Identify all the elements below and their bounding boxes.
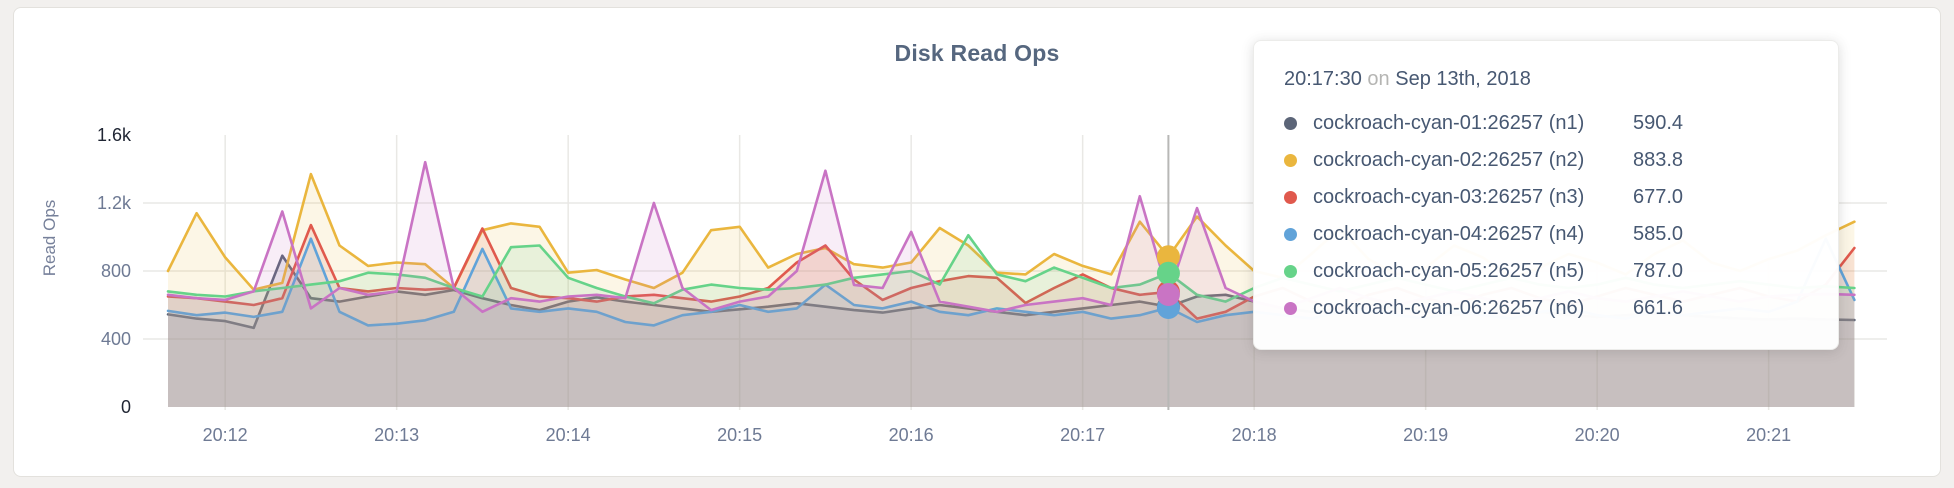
y-tick-label: 800 [101,261,131,281]
hover-dot-n5 [1156,261,1180,285]
series-area-n1 [168,255,1855,407]
tooltip-series-value: 590.4 [1633,112,1684,134]
tooltip-series-label: cockroach-cyan-01:26257 (n1) [1313,112,1585,134]
chart-title: Disk Read Ops [894,40,1060,66]
tooltip-series-value: 661.6 [1633,297,1684,319]
series-dot-icon [1284,191,1297,204]
tooltip-series-label: cockroach-cyan-02:26257 (n2) [1313,149,1585,171]
tooltip-series-value: 677.0 [1633,186,1684,208]
x-tick-label: 20:17 [1060,425,1105,445]
tooltip-series-value: 883.8 [1633,149,1684,171]
hover-dot-n2 [1156,245,1180,269]
tooltip-date: Sep 13th, 2018 [1395,68,1531,90]
x-tick-label: 20:19 [1403,425,1448,445]
series-area-n5 [168,235,1855,407]
hover-dot-n6 [1156,283,1180,307]
y-tick-label: 1.2k [97,193,132,213]
tooltip-row: cockroach-cyan-03:26257 (n3) 677.0 [1284,179,1808,216]
series-dot-icon [1284,228,1297,241]
tooltip-time: 20:17:30 [1284,68,1362,90]
tooltip-rows: cockroach-cyan-01:26257 (n1) 590.4 cockroa… [1284,105,1808,327]
tooltip-row: cockroach-cyan-04:26257 (n4) 585.0 [1284,216,1808,253]
x-tick-label: 20:14 [546,425,591,445]
series-area-n3 [168,225,1855,407]
tooltip-row: cockroach-cyan-02:26257 (n2) 883.8 [1284,142,1808,179]
tooltip-row: cockroach-cyan-06:26257 (n6) 661.6 [1284,290,1808,327]
x-tick-label: 20:20 [1575,425,1620,445]
series-dot-icon [1284,302,1297,315]
tooltip-series-label: cockroach-cyan-05:26257 (n5) [1313,260,1585,282]
series-dot-icon [1284,265,1297,278]
tooltip-row: cockroach-cyan-01:26257 (n1) 590.4 [1284,105,1808,142]
x-tick-label: 20:16 [889,425,934,445]
x-tick-label: 20:15 [717,425,762,445]
y-axis-title: Read Ops [40,200,59,277]
tooltip-header: 20:17:30 on Sep 13th, 2018 [1284,61,1808,97]
x-tick-label: 20:12 [203,425,248,445]
hover-tooltip: 20:17:30 on Sep 13th, 2018 cockroach-cya… [1253,40,1839,350]
series-dot-icon [1284,154,1297,167]
x-tick-label: 20:18 [1232,425,1277,445]
tooltip-series-label: cockroach-cyan-06:26257 (n6) [1313,297,1585,319]
tooltip-series-label: cockroach-cyan-03:26257 (n3) [1313,186,1585,208]
y-tick-label: 0 [121,397,131,417]
tooltip-conjunction: on [1367,68,1390,90]
tooltip-series-value: 787.0 [1633,260,1684,282]
y-tick-label: 1.6k [97,125,132,145]
series-area-n4 [168,238,1855,407]
tooltip-series-value: 585.0 [1633,223,1684,245]
y-tick-label: 400 [101,329,131,349]
x-tick-label: 20:21 [1746,425,1791,445]
series-dot-icon [1284,117,1297,130]
x-tick-label: 20:13 [374,425,419,445]
tooltip-series-label: cockroach-cyan-04:26257 (n4) [1313,223,1585,245]
tooltip-row: cockroach-cyan-05:26257 (n5) 787.0 [1284,253,1808,290]
